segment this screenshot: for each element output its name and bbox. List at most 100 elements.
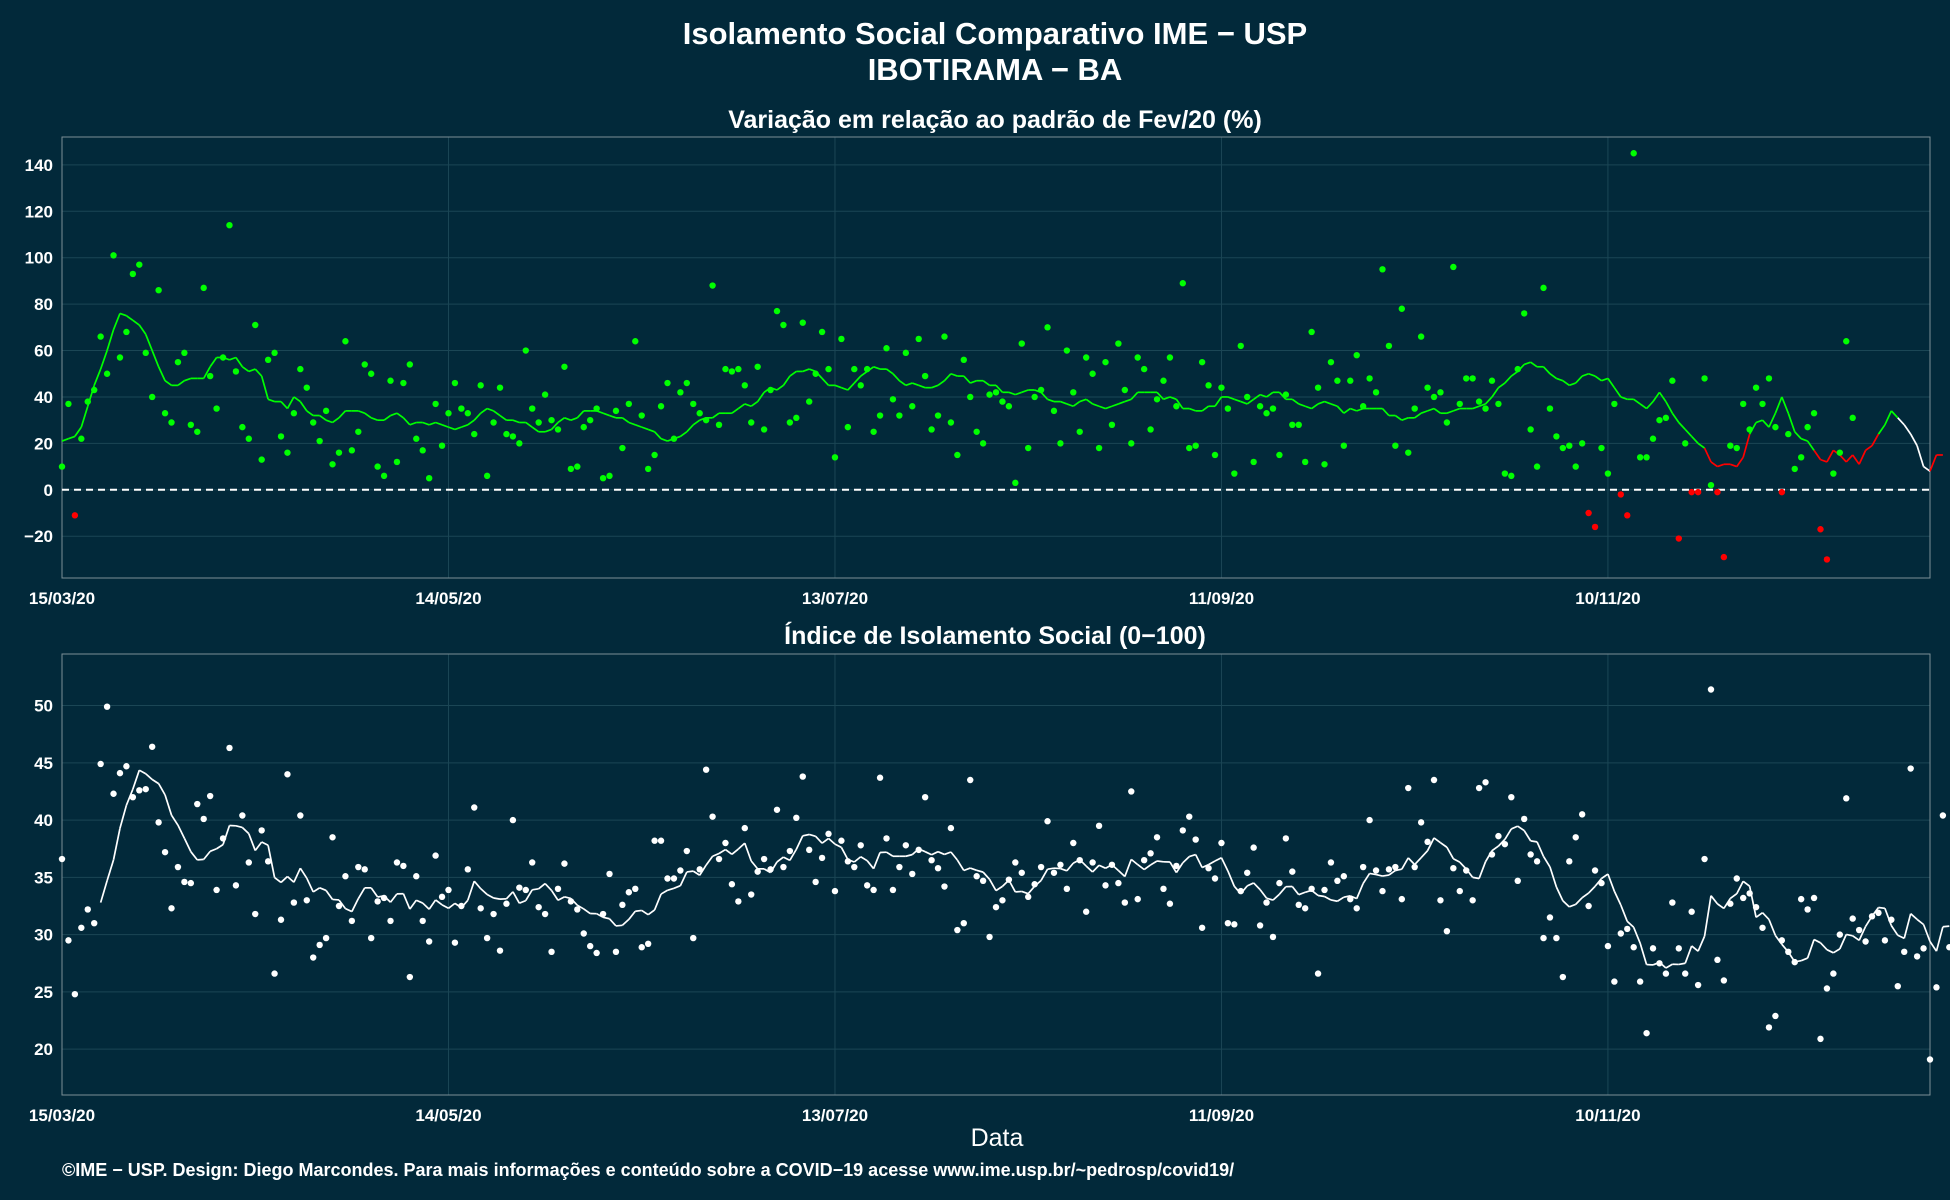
data-point — [928, 856, 935, 864]
moving-average-segment — [125, 315, 134, 322]
moving-average-segment — [988, 878, 997, 892]
moving-average-segment — [564, 896, 572, 900]
data-point — [1076, 856, 1083, 864]
moving-average-segment — [834, 384, 842, 389]
data-point — [735, 898, 742, 905]
data-point — [123, 763, 130, 770]
data-point — [303, 897, 310, 904]
data-point — [586, 942, 594, 950]
moving-average-segment — [1761, 419, 1770, 428]
moving-average-segment — [963, 867, 971, 872]
moving-average-segment — [1336, 896, 1345, 902]
data-point — [110, 790, 117, 797]
data-point — [290, 899, 298, 906]
data-point — [541, 910, 549, 918]
data-point — [754, 363, 761, 370]
y-tick-label: 35 — [34, 868, 53, 887]
data-point — [793, 814, 800, 821]
moving-average-segment — [1729, 893, 1738, 900]
data-point — [857, 382, 864, 389]
moving-average-segment — [1060, 400, 1068, 405]
data-point — [310, 419, 317, 426]
moving-average-segment — [634, 424, 643, 428]
moving-average-segment — [647, 428, 655, 433]
moving-average-segment — [1581, 372, 1589, 377]
y-tick-label: 100 — [25, 249, 53, 268]
moving-average-segment — [1124, 398, 1132, 403]
data-point — [200, 815, 207, 823]
data-point — [593, 949, 600, 957]
moving-average-segment — [886, 851, 894, 857]
data-point — [123, 328, 130, 336]
moving-average-segment — [1530, 840, 1538, 843]
data-point — [1295, 901, 1302, 909]
moving-average-segment — [1916, 445, 1925, 467]
moving-average-segment — [1742, 433, 1751, 458]
data-point — [316, 437, 323, 445]
moving-average-segment — [525, 889, 533, 902]
data-point — [490, 419, 497, 426]
moving-average-segment — [428, 899, 437, 910]
moving-average-segment — [1446, 846, 1455, 860]
moving-average-segment — [1375, 873, 1383, 877]
moving-average-segment — [602, 916, 610, 920]
data-point — [335, 902, 343, 910]
data-point — [548, 416, 555, 424]
moving-average-segment — [673, 884, 681, 890]
moving-average-segment — [628, 910, 636, 920]
data-point — [1469, 897, 1476, 904]
moving-average-segment — [789, 848, 798, 861]
data-point — [1656, 960, 1663, 967]
data-point — [529, 859, 536, 866]
data-point — [1849, 915, 1856, 922]
data-point — [297, 365, 304, 373]
moving-average-segment — [1188, 853, 1196, 858]
data-point — [702, 766, 710, 773]
moving-average-segment — [1278, 886, 1287, 895]
data-point — [1611, 400, 1618, 408]
moving-average-segment — [1066, 862, 1074, 872]
moving-average-segment — [435, 899, 443, 906]
data-point — [1817, 1035, 1824, 1043]
data-point — [1153, 396, 1161, 403]
moving-average-segment — [1510, 370, 1519, 377]
moving-average-segment — [1291, 398, 1300, 405]
data-point — [1566, 858, 1573, 865]
data-point — [1514, 877, 1521, 884]
data-point — [1843, 795, 1850, 802]
moving-average-segment — [712, 852, 720, 858]
data-point — [1231, 921, 1238, 928]
data-point — [1179, 827, 1187, 834]
data-point — [696, 410, 703, 417]
moving-average-segment — [306, 410, 314, 417]
data-point — [1463, 375, 1470, 382]
moving-average-segment — [1717, 463, 1725, 468]
moving-average-segment — [1575, 375, 1583, 384]
moving-average-segment — [1227, 870, 1236, 887]
data-point — [760, 855, 768, 863]
data-point — [1546, 405, 1554, 412]
data-point — [1437, 897, 1444, 904]
moving-average-segment — [776, 384, 784, 391]
moving-average-segment — [1742, 880, 1751, 887]
data-point — [1005, 876, 1013, 883]
data-point — [715, 421, 723, 429]
moving-average-segment — [621, 918, 630, 926]
data-point — [1424, 384, 1431, 391]
data-point — [1095, 822, 1103, 830]
data-point — [870, 886, 877, 894]
data-point — [1224, 405, 1232, 412]
moving-average-segment — [274, 876, 282, 884]
data-point — [148, 743, 156, 750]
data-point — [348, 917, 356, 925]
data-point — [1624, 925, 1631, 933]
data-point — [1591, 867, 1599, 874]
data-point — [1276, 451, 1283, 459]
moving-average-segment — [448, 426, 456, 431]
data-point — [1153, 834, 1161, 841]
data-point — [992, 903, 1000, 911]
moving-average-segment — [422, 902, 430, 910]
data-point — [103, 370, 111, 377]
moving-average-segment — [1278, 391, 1287, 400]
data-point — [799, 773, 806, 780]
